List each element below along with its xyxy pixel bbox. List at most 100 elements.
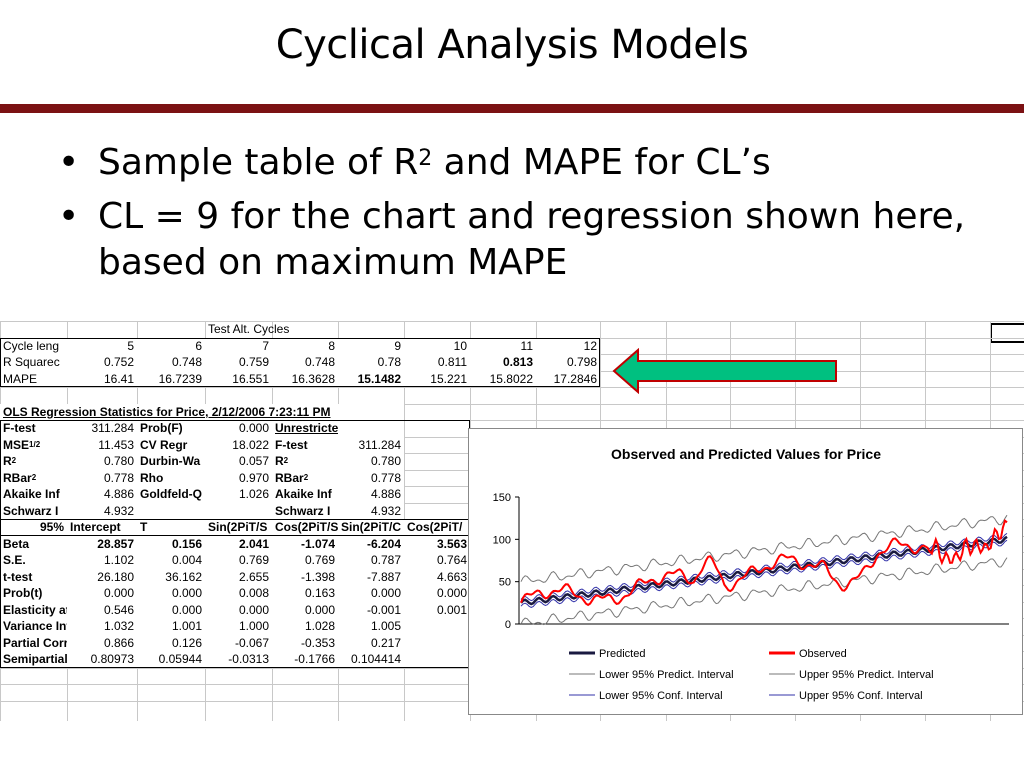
grid-horizontal-line <box>0 403 1024 405</box>
table-cell: 0.008 <box>205 585 272 602</box>
table-cell: Cos(2PiT/S <box>272 519 338 536</box>
table-cell: Schwarz I <box>0 502 67 519</box>
table-cell: 0.546 <box>67 601 137 618</box>
table-cell: 0.057 <box>205 453 272 470</box>
y-tick-label: 50 <box>499 577 511 589</box>
legend-label: Lower 95% Predict. Interval <box>599 669 734 681</box>
bullet-list: • Sample table of R2 and MAPE for CL’s •… <box>58 140 998 294</box>
table-cell: Cos(2PiT/ <box>404 519 470 536</box>
table-cell: RBar2 <box>0 469 67 486</box>
table-cell: 0.104414 <box>338 651 404 668</box>
bullet-text: CL = 9 for the chart and regression show… <box>98 196 966 283</box>
table-cell: 1.001 <box>137 618 205 635</box>
table-cell: 6 <box>137 337 205 354</box>
table-cell: T <box>137 519 205 536</box>
grid-horizontal-line <box>0 321 1024 322</box>
table-cell: F-test <box>0 420 67 437</box>
table-cell: Unrestricted Model <box>272 420 338 437</box>
table-cell: 15.8022 <box>470 370 536 387</box>
table-cell: 0.000 <box>404 585 470 602</box>
table-cell: 2.655 <box>205 568 272 585</box>
table-cell: 0.748 <box>272 354 338 371</box>
table-cell: 0.000 <box>338 585 404 602</box>
table-cell: 0.811 <box>404 354 470 371</box>
ols-title: OLS Regression Statistics for Price, 2/1… <box>0 403 404 420</box>
y-tick-label: 100 <box>493 534 511 546</box>
table-cell: 4.886 <box>338 486 404 503</box>
upper-predict-interval-line <box>520 514 1008 583</box>
grid-horizontal-line <box>0 420 1024 421</box>
legend-label: Upper 95% Predict. Interval <box>799 669 934 681</box>
legend-label: Upper 95% Conf. Interval <box>799 690 923 702</box>
table-cell: 0.05944 <box>137 651 205 668</box>
table-cell: 3.563 <box>404 535 470 552</box>
table-cell: 0.217 <box>338 634 404 651</box>
table-cell: -7.887 <box>338 568 404 585</box>
table-cell: 0.000 <box>67 585 137 602</box>
bullet-dot-icon: • <box>58 196 80 237</box>
table-cell: 0.813 <box>470 354 536 371</box>
table-cell: -0.001 <box>338 601 404 618</box>
table-cell <box>404 651 470 668</box>
table-cell: 7 <box>205 337 272 354</box>
table-cell: 15.1482 <box>338 370 404 387</box>
table-cell: Sin(2PiT/S <box>205 519 272 536</box>
table-cell: Akaike Inf <box>272 486 338 503</box>
slide-title: Cyclical Analysis Models <box>275 22 749 68</box>
ols-table-border <box>0 420 470 668</box>
table-cell: Semipartial Correlatio <box>0 651 67 668</box>
table-cell: 0.759 <box>205 354 272 371</box>
table-cell: 0.163 <box>272 585 338 602</box>
table-cell: 0.000 <box>205 601 272 618</box>
table-cell: 17.2846 <box>536 370 600 387</box>
bullet-text: Sample table of R2 and MAPE for CL’s <box>98 142 771 183</box>
table-cell: 1.026 <box>205 486 272 503</box>
table-cell: 8 <box>272 337 338 354</box>
table-cell: 0.798 <box>536 354 600 371</box>
table-cell: 28.857 <box>67 535 137 552</box>
table-cell: 0.000 <box>272 601 338 618</box>
table-cell: 0.752 <box>67 354 137 371</box>
table-cell: 16.551 <box>205 370 272 387</box>
bullet-dot-icon: • <box>58 142 80 183</box>
table-cell: Elasticity at Mean <box>0 601 67 618</box>
table-cell: 12 <box>536 337 600 354</box>
table-cell: Intercept <box>67 519 137 536</box>
table-cell: 0.000 <box>205 420 272 437</box>
table-cell: 0.80973 <box>67 651 137 668</box>
lower-predict-interval-line <box>520 557 1008 626</box>
table-cell: 11 <box>470 337 536 354</box>
selected-cell[interactable] <box>990 323 1024 343</box>
coef-header-border <box>0 519 470 536</box>
table-cell: 4.932 <box>67 502 137 519</box>
table-cell: 0.764 <box>404 552 470 569</box>
table-cell: 0.769 <box>272 552 338 569</box>
table-cell: 0.004 <box>137 552 205 569</box>
table-cell: F-test <box>272 436 338 453</box>
table-cell: 26.180 <box>67 568 137 585</box>
table-cell: -0.067 <box>205 634 272 651</box>
y-tick-label: 150 <box>493 492 511 504</box>
table-cell: 311.284 <box>67 420 137 437</box>
legend-label: Lower 95% Conf. Interval <box>599 690 723 702</box>
table-cell: 10 <box>404 337 470 354</box>
table-cell: 0.001 <box>404 601 470 618</box>
table-cell <box>404 634 470 651</box>
table-cell: 11.453 <box>67 436 137 453</box>
table-cell: Rho <box>137 469 205 486</box>
table-cell: Partial Correlation <box>0 634 67 651</box>
table-cell: 1.005 <box>338 618 404 635</box>
table-cell: 0.866 <box>67 634 137 651</box>
title-divider <box>0 104 1024 113</box>
table-cell <box>404 618 470 635</box>
table-cell: -6.204 <box>338 535 404 552</box>
table-cell: 1.102 <box>67 552 137 569</box>
table-cell: 1.000 <box>205 618 272 635</box>
table-cell: 9 <box>338 337 404 354</box>
table-cell: 0.780 <box>67 453 137 470</box>
table-cell: 2.041 <box>205 535 272 552</box>
table-cell: -0.0313 <box>205 651 272 668</box>
table-cell: 0.748 <box>137 354 205 371</box>
table-cell: 4.932 <box>338 502 404 519</box>
table-cell: 1.028 <box>272 618 338 635</box>
